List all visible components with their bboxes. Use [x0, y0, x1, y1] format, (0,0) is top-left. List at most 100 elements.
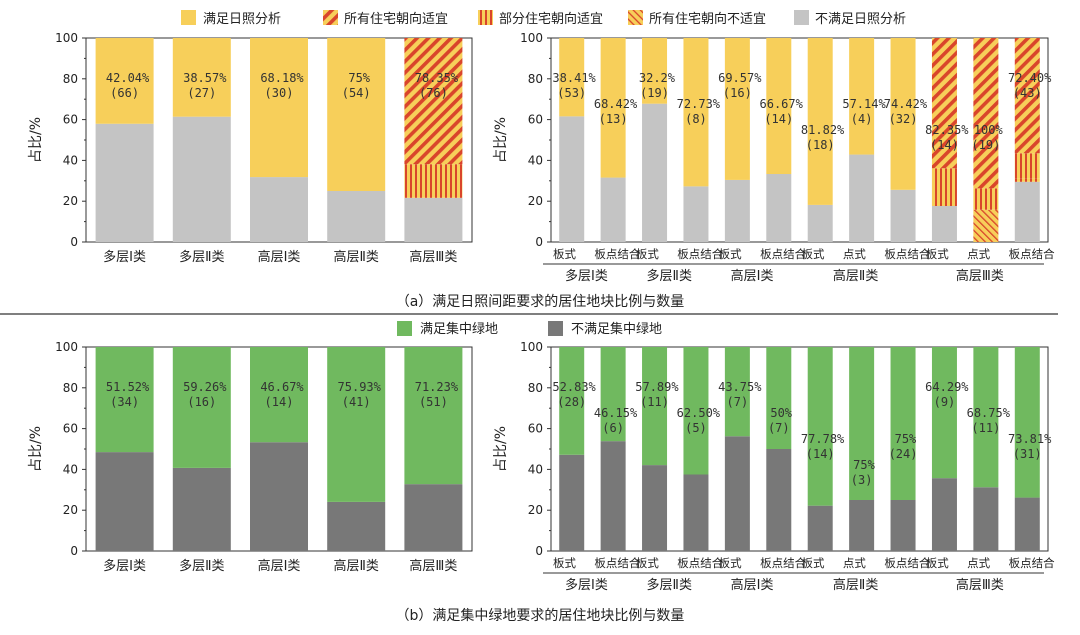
bar-value-label: 64.29%	[925, 380, 969, 394]
x-category-label: 高层Ⅲ类	[409, 249, 457, 265]
legend-label-meet: 满足日照分析	[203, 12, 281, 27]
legend-a: 满足日照分析 所有住宅朝向适宜 部分住宅朝向适宜 所有住宅朝向不适宜 不满足日照…	[181, 10, 906, 27]
legend-swatch-notmeet	[794, 10, 809, 25]
bar-value-label: 75%	[853, 458, 875, 472]
x-subcategory-label: 板式	[802, 556, 825, 570]
bar-segment-notmeet	[890, 189, 916, 242]
bar-segment-green	[931, 347, 957, 479]
x-category-label: 多层Ⅱ类	[179, 558, 224, 574]
bar-segment-notmeet	[95, 123, 154, 242]
bar-count-label: (28)	[557, 395, 586, 409]
x-subcategory-label: 板点结合	[677, 556, 723, 570]
chart-b_right: 0 20 40 60 80 100 占比/% 52.83%(28) 46.15%(6) 57.89…	[493, 340, 1055, 593]
bar-segment-green	[600, 347, 626, 442]
bar-value-label: 100%	[974, 123, 1004, 137]
bar-segment-nogreen	[250, 442, 308, 551]
bar-value-label: 74.42%	[884, 97, 928, 111]
bar-segment-green	[1014, 347, 1040, 498]
y-tick-label: 20	[528, 194, 543, 208]
x-group-label: 高层Ⅲ类	[956, 268, 1004, 284]
bar-count-label: (24)	[889, 447, 918, 461]
chart-a_right: 0 20 40 60 80 100 占比/% 38.41%(53) 68.42%(13) 32.2…	[493, 31, 1055, 284]
bar-count-label: (5)	[685, 421, 707, 435]
bar-count-label: (3)	[851, 473, 873, 487]
bar-value-label: 43.75%	[718, 380, 762, 394]
bar-segment-notmeet	[600, 177, 626, 242]
bar-segment-meet	[890, 38, 916, 190]
bar-value-label: 46.15%	[594, 406, 638, 420]
bar-value-label: 52.83%	[552, 380, 596, 394]
bar-segment-nogreen	[600, 441, 626, 551]
bar-count-label: (11)	[971, 421, 1000, 435]
bar-count-label: (41)	[342, 395, 371, 409]
y-tick-label: 100	[520, 340, 543, 354]
bar-segment-notmeet	[807, 204, 833, 242]
bar-segment-green	[890, 347, 916, 500]
x-category-label: 多层Ⅱ类	[179, 249, 224, 265]
bar-count-label: (27)	[187, 86, 216, 100]
bar-count-label: (11)	[640, 395, 669, 409]
y-tick-label: 80	[63, 381, 78, 395]
bar-segment-meet	[559, 38, 585, 117]
bar-segment-nogreen	[172, 467, 231, 551]
bar-count-label: (16)	[187, 395, 216, 409]
bar-count-label: (14)	[265, 395, 294, 409]
bar-count-label: (7)	[768, 421, 790, 435]
x-category-label: 高层Ⅰ类	[258, 558, 301, 574]
bar-segment-notmeet	[559, 116, 585, 242]
bar-segment-green	[559, 347, 585, 455]
legend-swatch-meet	[181, 10, 196, 25]
bar-value-label: 57.89%	[635, 380, 679, 394]
legend-label-part: 部分住宅朝向适宜	[499, 11, 603, 27]
bar-segment-notmeet	[250, 177, 308, 242]
bar-count-label: (19)	[640, 86, 669, 100]
bar-count-label: (30)	[265, 86, 294, 100]
legend-label-nogreen: 不满足集中绿地	[571, 321, 662, 337]
x-subcategory-label: 板式	[636, 247, 659, 261]
x-subcategory-label: 点式	[967, 556, 990, 570]
chart-b_left: 0 20 40 60 80 100 占比/% 51.52%(34) 59.26%(16) 46.6…	[28, 340, 473, 574]
bar-value-label: 68.75%	[967, 406, 1011, 420]
bar-segment-nogreen	[642, 465, 668, 551]
bar-count-label: (4)	[851, 112, 873, 126]
x-category-label: 高层Ⅲ类	[409, 558, 457, 574]
bar-segment-meet	[95, 38, 154, 124]
bar-value-label: 77.78%	[801, 432, 845, 446]
bar-segment-green	[849, 347, 875, 500]
x-subcategory-label: 点式	[843, 247, 866, 261]
y-tick-label: 60	[528, 422, 543, 436]
bar-segment-meet	[807, 38, 833, 205]
x-group-label: 多层Ⅰ类	[565, 268, 608, 284]
bar-segment-green	[404, 347, 463, 485]
x-subcategory-label: 板点结合	[760, 247, 806, 261]
bar-count-label: (54)	[342, 86, 371, 100]
bar-segment-meet	[683, 38, 709, 187]
bar-value-label: 59.26%	[183, 380, 227, 394]
bar-value-label: 73.81%	[1008, 432, 1052, 446]
bar-value-label: 72.73%	[677, 97, 721, 111]
chart-a_left: 0 20 40 60 80 100 占比/% 42.04%(66) 38.57%(27) 68.1…	[28, 31, 473, 265]
bar-count-label: (19)	[971, 138, 1000, 152]
bar-value-label: 38.57%	[183, 71, 227, 85]
bar-value-label: 51.52%	[106, 380, 150, 394]
x-subcategory-label: 板点结合	[884, 556, 930, 570]
y-tick-label: 80	[63, 72, 78, 86]
y-tick-label: 60	[528, 113, 543, 127]
x-group-label: 高层Ⅱ类	[833, 577, 878, 593]
bar-segment-nogreen	[807, 505, 833, 551]
legend-label-all: 所有住宅朝向适宜	[344, 11, 448, 27]
x-category-label: 多层Ⅰ类	[103, 249, 146, 265]
x-group-label: 多层Ⅱ类	[647, 577, 692, 593]
x-group-label: 多层Ⅰ类	[565, 577, 608, 593]
y-tick-label: 100	[520, 31, 543, 45]
bar-segment-green	[807, 347, 833, 506]
bar-segment-green	[973, 347, 999, 488]
bar-segment-nogreen	[95, 452, 154, 551]
bar-segment-none	[973, 209, 999, 242]
bar-segment-notmeet	[1014, 181, 1040, 242]
bar-segment-notmeet	[849, 154, 875, 242]
bar-count-label: (18)	[806, 138, 835, 152]
bar-value-label: 75%	[348, 71, 370, 85]
legend-swatch-nogreen	[548, 321, 563, 336]
